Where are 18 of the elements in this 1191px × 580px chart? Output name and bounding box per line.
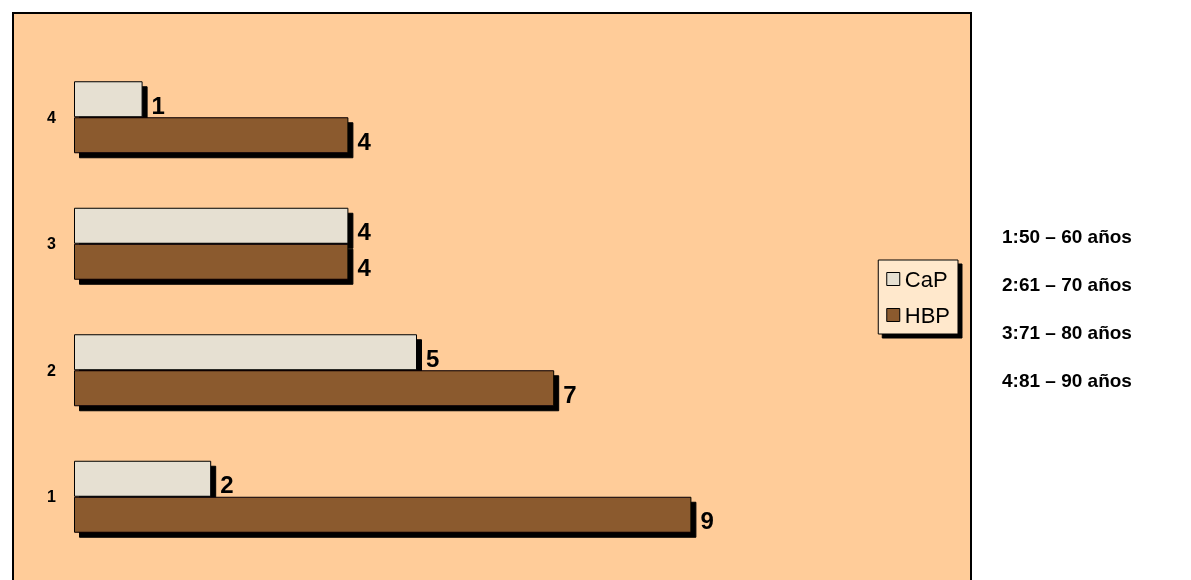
legend-label: HBP [904, 302, 951, 328]
data-label: 5 [426, 344, 440, 372]
y-tick-label: 4 [47, 108, 57, 126]
data-label: 9 [700, 507, 714, 535]
text: 3:71 – 80 años [1002, 322, 1132, 345]
y-tick-label: 3 [47, 235, 57, 253]
data-label: 2 [220, 471, 234, 499]
data-label: 7 [563, 380, 577, 408]
data-label: 4 [357, 127, 372, 155]
data-label: 4 [357, 254, 372, 282]
data-label: 1 [151, 91, 165, 119]
data-label: 4 [357, 218, 372, 246]
text: 1:50 – 60 años [1002, 226, 1132, 249]
legend-label: CaP [904, 266, 948, 292]
text: 2:61 – 70 años [1002, 274, 1132, 297]
text: 4:81 – 90 años [1002, 370, 1132, 393]
y-tick-label: 1 [47, 488, 57, 506]
y-tick-label: 2 [47, 361, 57, 379]
